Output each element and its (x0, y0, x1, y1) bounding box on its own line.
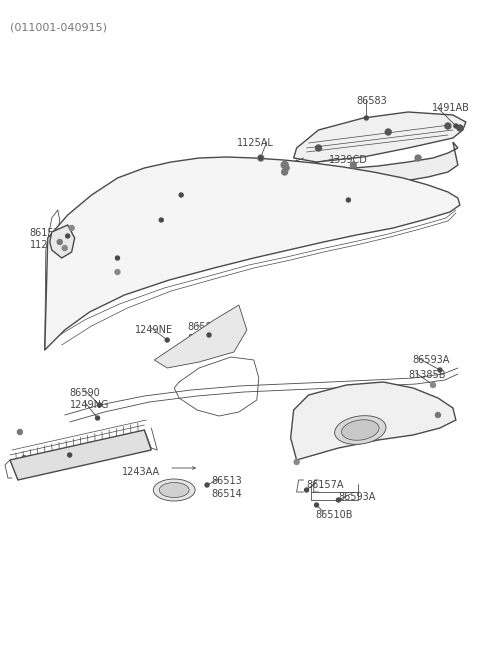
Text: 81385B: 81385B (408, 370, 445, 380)
Circle shape (68, 453, 72, 457)
Circle shape (385, 129, 391, 135)
Polygon shape (291, 382, 456, 460)
Circle shape (445, 123, 451, 129)
Text: 86157A: 86157A (307, 480, 344, 490)
Text: 1125AD: 1125AD (30, 240, 69, 250)
Polygon shape (169, 142, 458, 225)
Text: 86594: 86594 (118, 251, 148, 261)
Circle shape (17, 430, 23, 434)
Circle shape (207, 333, 211, 337)
Text: 1339CD: 1339CD (328, 155, 367, 165)
Circle shape (284, 166, 289, 170)
Text: 1249LJ: 1249LJ (336, 188, 370, 198)
Text: 86530: 86530 (147, 176, 178, 186)
Circle shape (115, 269, 120, 274)
Circle shape (431, 383, 435, 388)
Text: 1491AB: 1491AB (432, 103, 470, 113)
Circle shape (258, 155, 264, 161)
Circle shape (415, 155, 421, 161)
Circle shape (205, 483, 209, 487)
Text: 86582A: 86582A (187, 334, 225, 344)
Circle shape (179, 193, 183, 197)
Ellipse shape (335, 416, 386, 444)
Polygon shape (154, 305, 247, 368)
Text: 86514: 86514 (211, 489, 242, 499)
Circle shape (305, 488, 309, 492)
Text: 1249NE: 1249NE (135, 325, 173, 335)
Circle shape (315, 145, 322, 151)
Text: 86593A: 86593A (412, 355, 449, 365)
Ellipse shape (159, 483, 189, 498)
Polygon shape (50, 225, 75, 258)
Text: 1249NG: 1249NG (70, 400, 109, 410)
Text: 1243AA: 1243AA (122, 467, 160, 477)
Circle shape (116, 256, 120, 260)
Circle shape (159, 218, 163, 222)
Circle shape (438, 368, 442, 372)
Circle shape (314, 503, 319, 507)
Ellipse shape (153, 479, 195, 501)
Text: 86513: 86513 (211, 476, 242, 486)
Circle shape (66, 234, 70, 238)
Circle shape (364, 116, 368, 120)
Circle shape (259, 156, 263, 160)
Circle shape (57, 240, 62, 244)
Ellipse shape (342, 420, 379, 440)
Circle shape (165, 338, 169, 342)
Circle shape (69, 225, 74, 231)
Circle shape (435, 413, 441, 417)
Polygon shape (45, 157, 460, 350)
Circle shape (350, 162, 356, 168)
Circle shape (336, 498, 340, 502)
Text: 1125AL: 1125AL (237, 138, 274, 148)
Circle shape (454, 124, 458, 128)
Circle shape (62, 246, 67, 250)
Circle shape (294, 460, 299, 464)
Circle shape (281, 162, 288, 168)
Text: (011001-040915): (011001-040915) (10, 22, 107, 32)
Text: 86583: 86583 (356, 96, 387, 106)
Text: 86560C: 86560C (20, 455, 58, 465)
Circle shape (347, 198, 350, 202)
Circle shape (96, 416, 99, 420)
Circle shape (97, 403, 102, 407)
Polygon shape (10, 430, 151, 480)
Text: 86590: 86590 (70, 388, 100, 398)
Text: 86520B: 86520B (125, 204, 163, 214)
Circle shape (282, 169, 288, 175)
Text: 1244BH: 1244BH (113, 263, 152, 273)
Polygon shape (294, 112, 466, 162)
Circle shape (457, 125, 463, 131)
Text: 86593A: 86593A (338, 492, 376, 502)
Text: 86581A: 86581A (187, 322, 225, 332)
Text: 86157A: 86157A (30, 228, 67, 238)
Text: 86510B: 86510B (315, 510, 353, 520)
